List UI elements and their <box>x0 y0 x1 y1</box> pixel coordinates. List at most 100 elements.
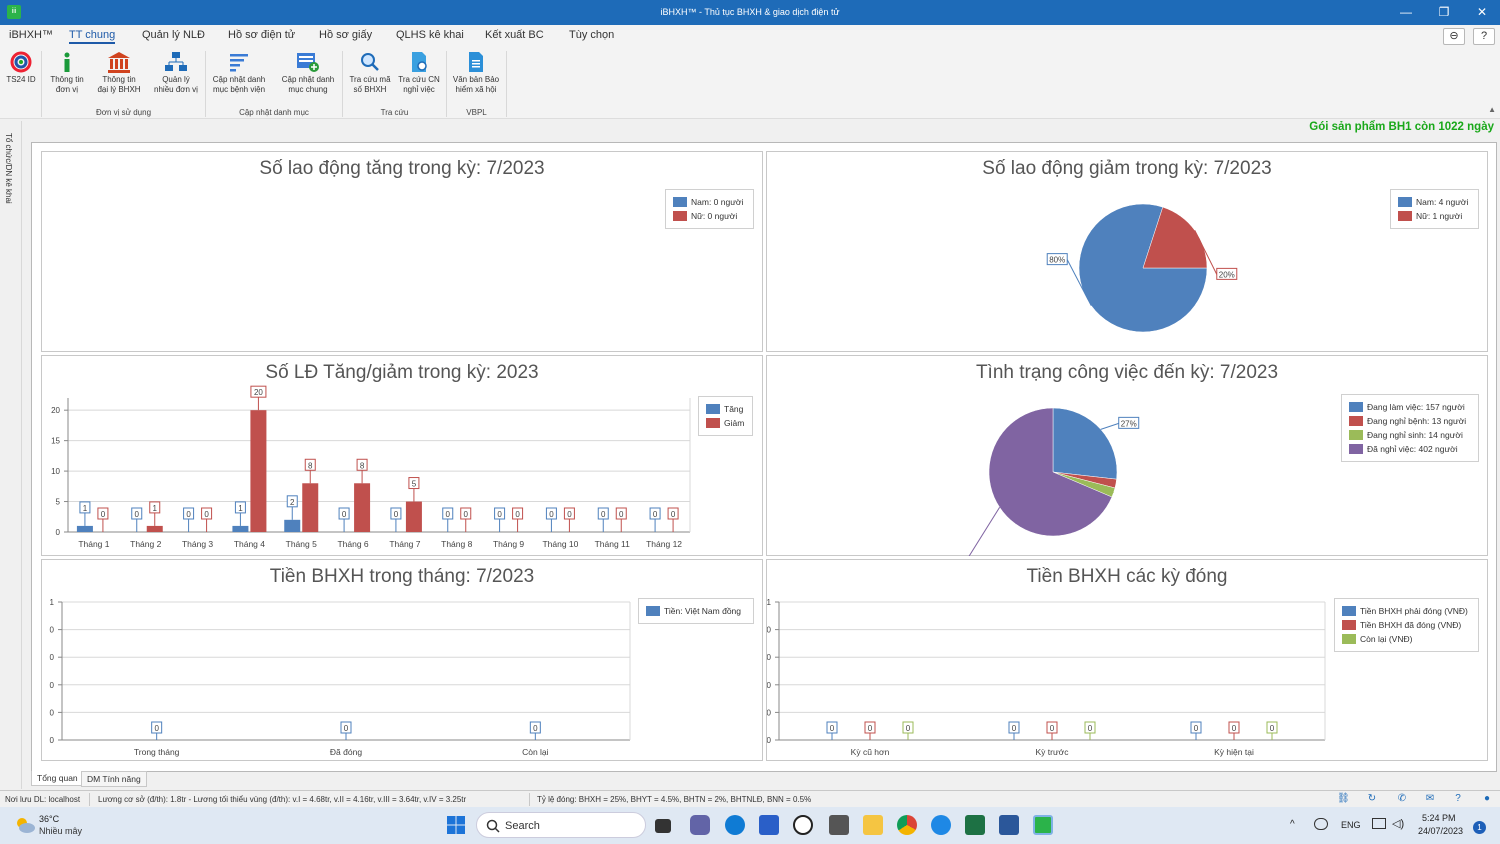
search-doc-icon <box>361 53 379 71</box>
legend-item: Tiền BHXH đã đóng (VNĐ) <box>1342 618 1471 632</box>
thong-tin-dai-ly-button[interactable]: Thông tin đại lý BHXH <box>96 51 142 95</box>
data-label-box <box>494 507 506 520</box>
windows-start-icon[interactable] <box>446 815 466 835</box>
data-label-box <box>149 501 161 514</box>
menu-ket-xuat-bc[interactable]: Kết xuất BC <box>485 29 544 41</box>
legend-swatch <box>706 404 720 414</box>
data-label: 0 <box>464 510 469 519</box>
legend: Tiền BHXH phải đóng (VNĐ) Tiền BHXH đã đ… <box>1334 598 1479 652</box>
status-divider <box>529 793 530 806</box>
cap-nhat-dm-benh-vien-button[interactable]: Cập nhật danh mục bệnh viện <box>209 51 269 95</box>
status-salary: Lương cơ sở (đ/th): 1.8tr - Lương tối th… <box>98 795 467 804</box>
panel-ld-giam: Số lao động giảm trong kỳ: 7/2023 80% 20%… <box>766 151 1488 352</box>
volume-icon[interactable]: ◁) <box>1392 818 1405 830</box>
phone-icon[interactable]: ✆ <box>1397 793 1407 804</box>
legend-item: Đang nghỉ bệnh: 13 người <box>1349 414 1471 428</box>
x-tick-label: Tháng 5 <box>286 539 317 549</box>
menu-quan-ly-nld[interactable]: Quản lý NLĐ <box>142 29 205 41</box>
task-view-icon[interactable] <box>655 819 671 833</box>
data-label-box <box>545 507 557 520</box>
y-tick-label: 1 <box>50 598 55 607</box>
y-tick-label: 0 <box>767 736 772 745</box>
menu-tuy-chon[interactable]: Tùy chọn <box>569 29 615 41</box>
chrome-icon[interactable] <box>897 815 917 835</box>
bar <box>76 525 93 532</box>
menu-tt-chung[interactable]: TT chung <box>69 29 116 44</box>
van-ban-bhxh-button[interactable]: Văn bản Bảo hiểm xã hội <box>451 51 501 95</box>
bar <box>354 483 371 532</box>
sync-icon[interactable]: ↻ <box>1367 793 1377 804</box>
store-icon[interactable] <box>759 815 779 835</box>
search-icon <box>486 819 500 833</box>
data-label: 0 <box>1012 724 1017 733</box>
file-explorer-icon[interactable] <box>863 815 883 835</box>
y-tick-label: 0 <box>50 653 55 662</box>
menu-ho-so-dien-tu[interactable]: Hồ sơ điện tử <box>228 29 296 41</box>
panel-title: Số lao động giảm trong kỳ: 7/2023 <box>982 158 1272 179</box>
pie-leader-line <box>968 507 1001 556</box>
panel-tien-thang: Tiền BHXH trong tháng: 7/2023 0 0 0 0 0 1 Tron… <box>41 559 763 761</box>
data-label: 0 <box>186 510 191 519</box>
panel-title: Tiền BHXH các kỳ đóng <box>1026 566 1228 587</box>
data-label-box <box>97 507 109 520</box>
teamviewer-icon[interactable] <box>931 815 951 835</box>
legend-swatch <box>1349 402 1363 412</box>
edge-icon[interactable] <box>725 815 745 835</box>
taskbar-search[interactable]: Search <box>476 812 646 838</box>
pie-slice <box>1052 407 1118 480</box>
tab-dm-tinh-nang[interactable]: DM Tính năng <box>81 771 147 787</box>
info-icon <box>64 52 70 72</box>
side-tab-label[interactable]: Tổ chức/DN kê khai <box>4 133 13 204</box>
menu-qlhs-ke-khai[interactable]: QLHS kê khai <box>396 29 464 41</box>
excel-icon[interactable] <box>965 815 985 835</box>
dell-icon[interactable] <box>793 815 813 835</box>
panel-title: Tiền BHXH trong tháng: 7/2023 <box>269 566 535 587</box>
menu-ibhxh[interactable]: iBHXH™ <box>9 29 54 41</box>
menu-ho-so-giay[interactable]: Hồ sơ giấy <box>319 29 373 41</box>
bar <box>284 519 301 532</box>
tra-cuu-ma-so-button[interactable]: Tra cứu mã số BHXH <box>346 51 394 95</box>
help-circle-icon[interactable]: ? <box>1455 793 1461 804</box>
weather-icon[interactable] <box>14 816 35 833</box>
legend-item: Đang làm việc: 157 người <box>1349 400 1471 414</box>
bar <box>405 501 422 532</box>
minimize-button[interactable]: — <box>1400 5 1412 19</box>
ribbon-collapse-icon[interactable]: ▲ <box>1488 105 1496 114</box>
ts24-id-button[interactable]: TS24 ID <box>4 51 38 85</box>
tray-app-icon[interactable] <box>1314 818 1328 830</box>
legend-item: Nam: 4 người <box>1398 195 1471 209</box>
cap-nhat-dm-chung-button[interactable]: Cập nhật danh mục chung <box>277 51 339 95</box>
clock-time[interactable]: 5:24 PM <box>1422 813 1456 823</box>
help-icon[interactable]: ? <box>1473 28 1495 45</box>
collapse-ribbon-icon[interactable]: ⊖ <box>1443 28 1465 45</box>
notification-badge[interactable]: 1 <box>1473 821 1486 834</box>
teams-icon[interactable] <box>690 815 710 835</box>
ribbon: TS24 ID Thông tin đơn vị Thông tin đại lý … <box>0 47 1500 119</box>
tra-cuu-cn-nghi-viec-button[interactable]: Tra cứu CN nghỉ việc <box>395 51 443 95</box>
language-indicator[interactable]: ENG <box>1341 820 1361 830</box>
legend-swatch <box>1349 444 1363 454</box>
network-icon[interactable] <box>1372 818 1386 829</box>
thong-tin-don-vi-button[interactable]: Thông tin đơn vị <box>46 51 88 95</box>
tab-tong-quan[interactable]: Tổng quan <box>31 771 84 786</box>
close-button[interactable]: ✕ <box>1476 5 1488 19</box>
document-search-icon <box>412 52 427 72</box>
x-tick-label: Tháng 9 <box>493 539 524 549</box>
x-tick-label: Tháng 4 <box>234 539 265 549</box>
status-bar: Nơi lưu DL: localhost Lương cơ sở (đ/th)… <box>0 790 1500 807</box>
quan-ly-nhieu-don-vi-button[interactable]: Quản lý nhiều đơn vị <box>150 51 202 95</box>
link-icon[interactable]: ⛓ <box>1337 793 1350 804</box>
word-icon[interactable] <box>999 815 1019 835</box>
ibhxh-taskbar-icon[interactable] <box>1033 815 1053 835</box>
camera-icon[interactable] <box>829 815 849 835</box>
chat-icon[interactable]: ● <box>1483 793 1491 804</box>
panel-ld-tang: Số lao động tăng trong kỳ: 7/2023 Nam: 0… <box>41 151 763 352</box>
restore-button[interactable]: ❐ <box>1438 5 1450 19</box>
data-label-box <box>1266 721 1278 734</box>
clock-date[interactable]: 24/07/2023 <box>1418 826 1464 836</box>
data-label: 0 <box>906 724 911 733</box>
group-tra-cuu: Tra cứu <box>380 108 409 117</box>
data-label: 0 <box>830 724 835 733</box>
tray-chevron-icon[interactable]: ^ <box>1290 819 1295 830</box>
mail-icon[interactable]: ✉ <box>1425 793 1435 804</box>
